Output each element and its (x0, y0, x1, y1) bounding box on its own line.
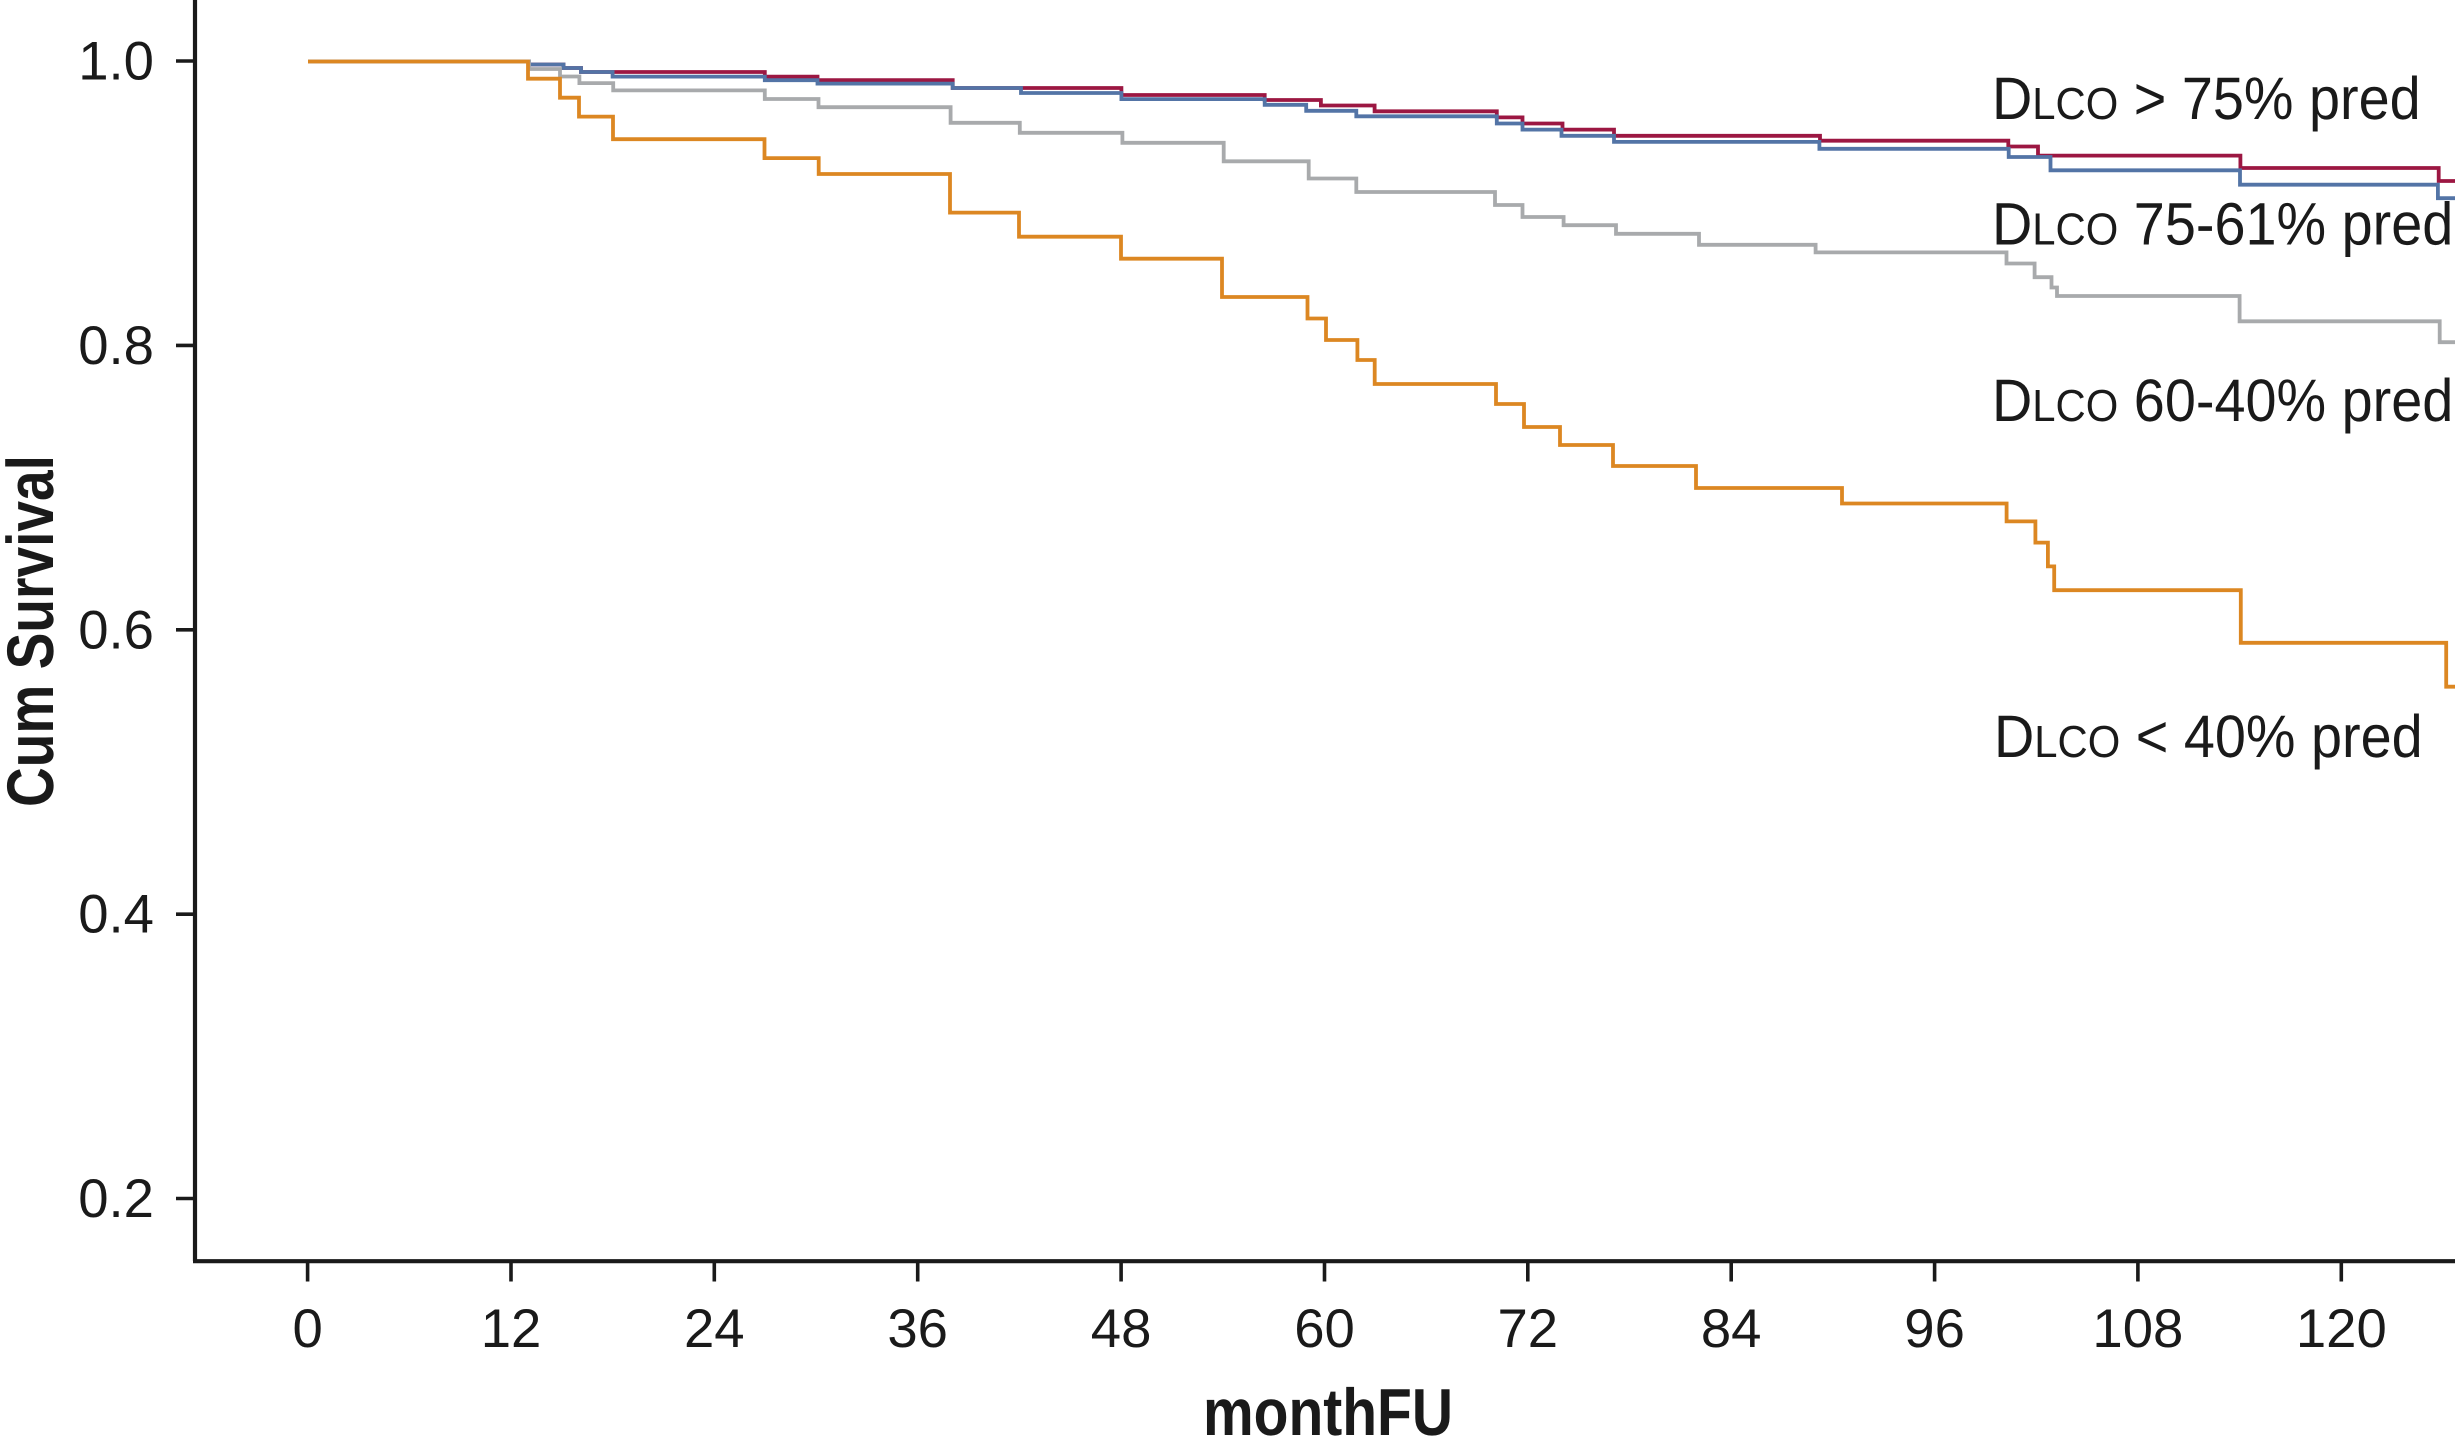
svg-text:LCO: LCO (2032, 204, 2118, 255)
svg-text:0.2: 0.2 (78, 1168, 154, 1229)
svg-text:96: 96 (1904, 1298, 1965, 1359)
svg-text:1.0: 1.0 (78, 31, 154, 92)
svg-text:60-40% pred: 60-40% pred (2134, 367, 2454, 434)
svg-text:12: 12 (481, 1298, 542, 1359)
svg-text:108: 108 (2092, 1298, 2183, 1359)
svg-text:D: D (1992, 65, 2032, 132)
svg-text:72: 72 (1497, 1298, 1558, 1359)
svg-text:LCO: LCO (2032, 380, 2118, 431)
svg-text:84: 84 (1701, 1298, 1762, 1359)
svg-text:D: D (1992, 191, 2032, 258)
svg-text:48: 48 (1091, 1298, 1152, 1359)
svg-text:> 75% pred: > 75% pred (2134, 65, 2421, 132)
svg-text:120: 120 (2296, 1298, 2387, 1359)
svg-text:LCO: LCO (2034, 716, 2120, 767)
svg-text:< 40% pred: < 40% pred (2136, 703, 2423, 770)
svg-text:36: 36 (887, 1298, 948, 1359)
svg-text:0.8: 0.8 (78, 315, 154, 376)
svg-text:D: D (1992, 367, 2032, 434)
svg-text:24: 24 (684, 1298, 745, 1359)
svg-text:LCO: LCO (2032, 78, 2118, 129)
svg-text:D: D (1994, 703, 2034, 770)
svg-text:75-61% pred: 75-61% pred (2134, 191, 2454, 258)
svg-text:0.4: 0.4 (78, 884, 154, 945)
svg-text:0.6: 0.6 (78, 599, 154, 660)
svg-text:0: 0 (292, 1298, 322, 1359)
svg-text:60: 60 (1294, 1298, 1355, 1359)
svg-text:monthFU: monthFU (1203, 1376, 1453, 1437)
svg-text:Cum Survival: Cum Survival (0, 455, 67, 807)
